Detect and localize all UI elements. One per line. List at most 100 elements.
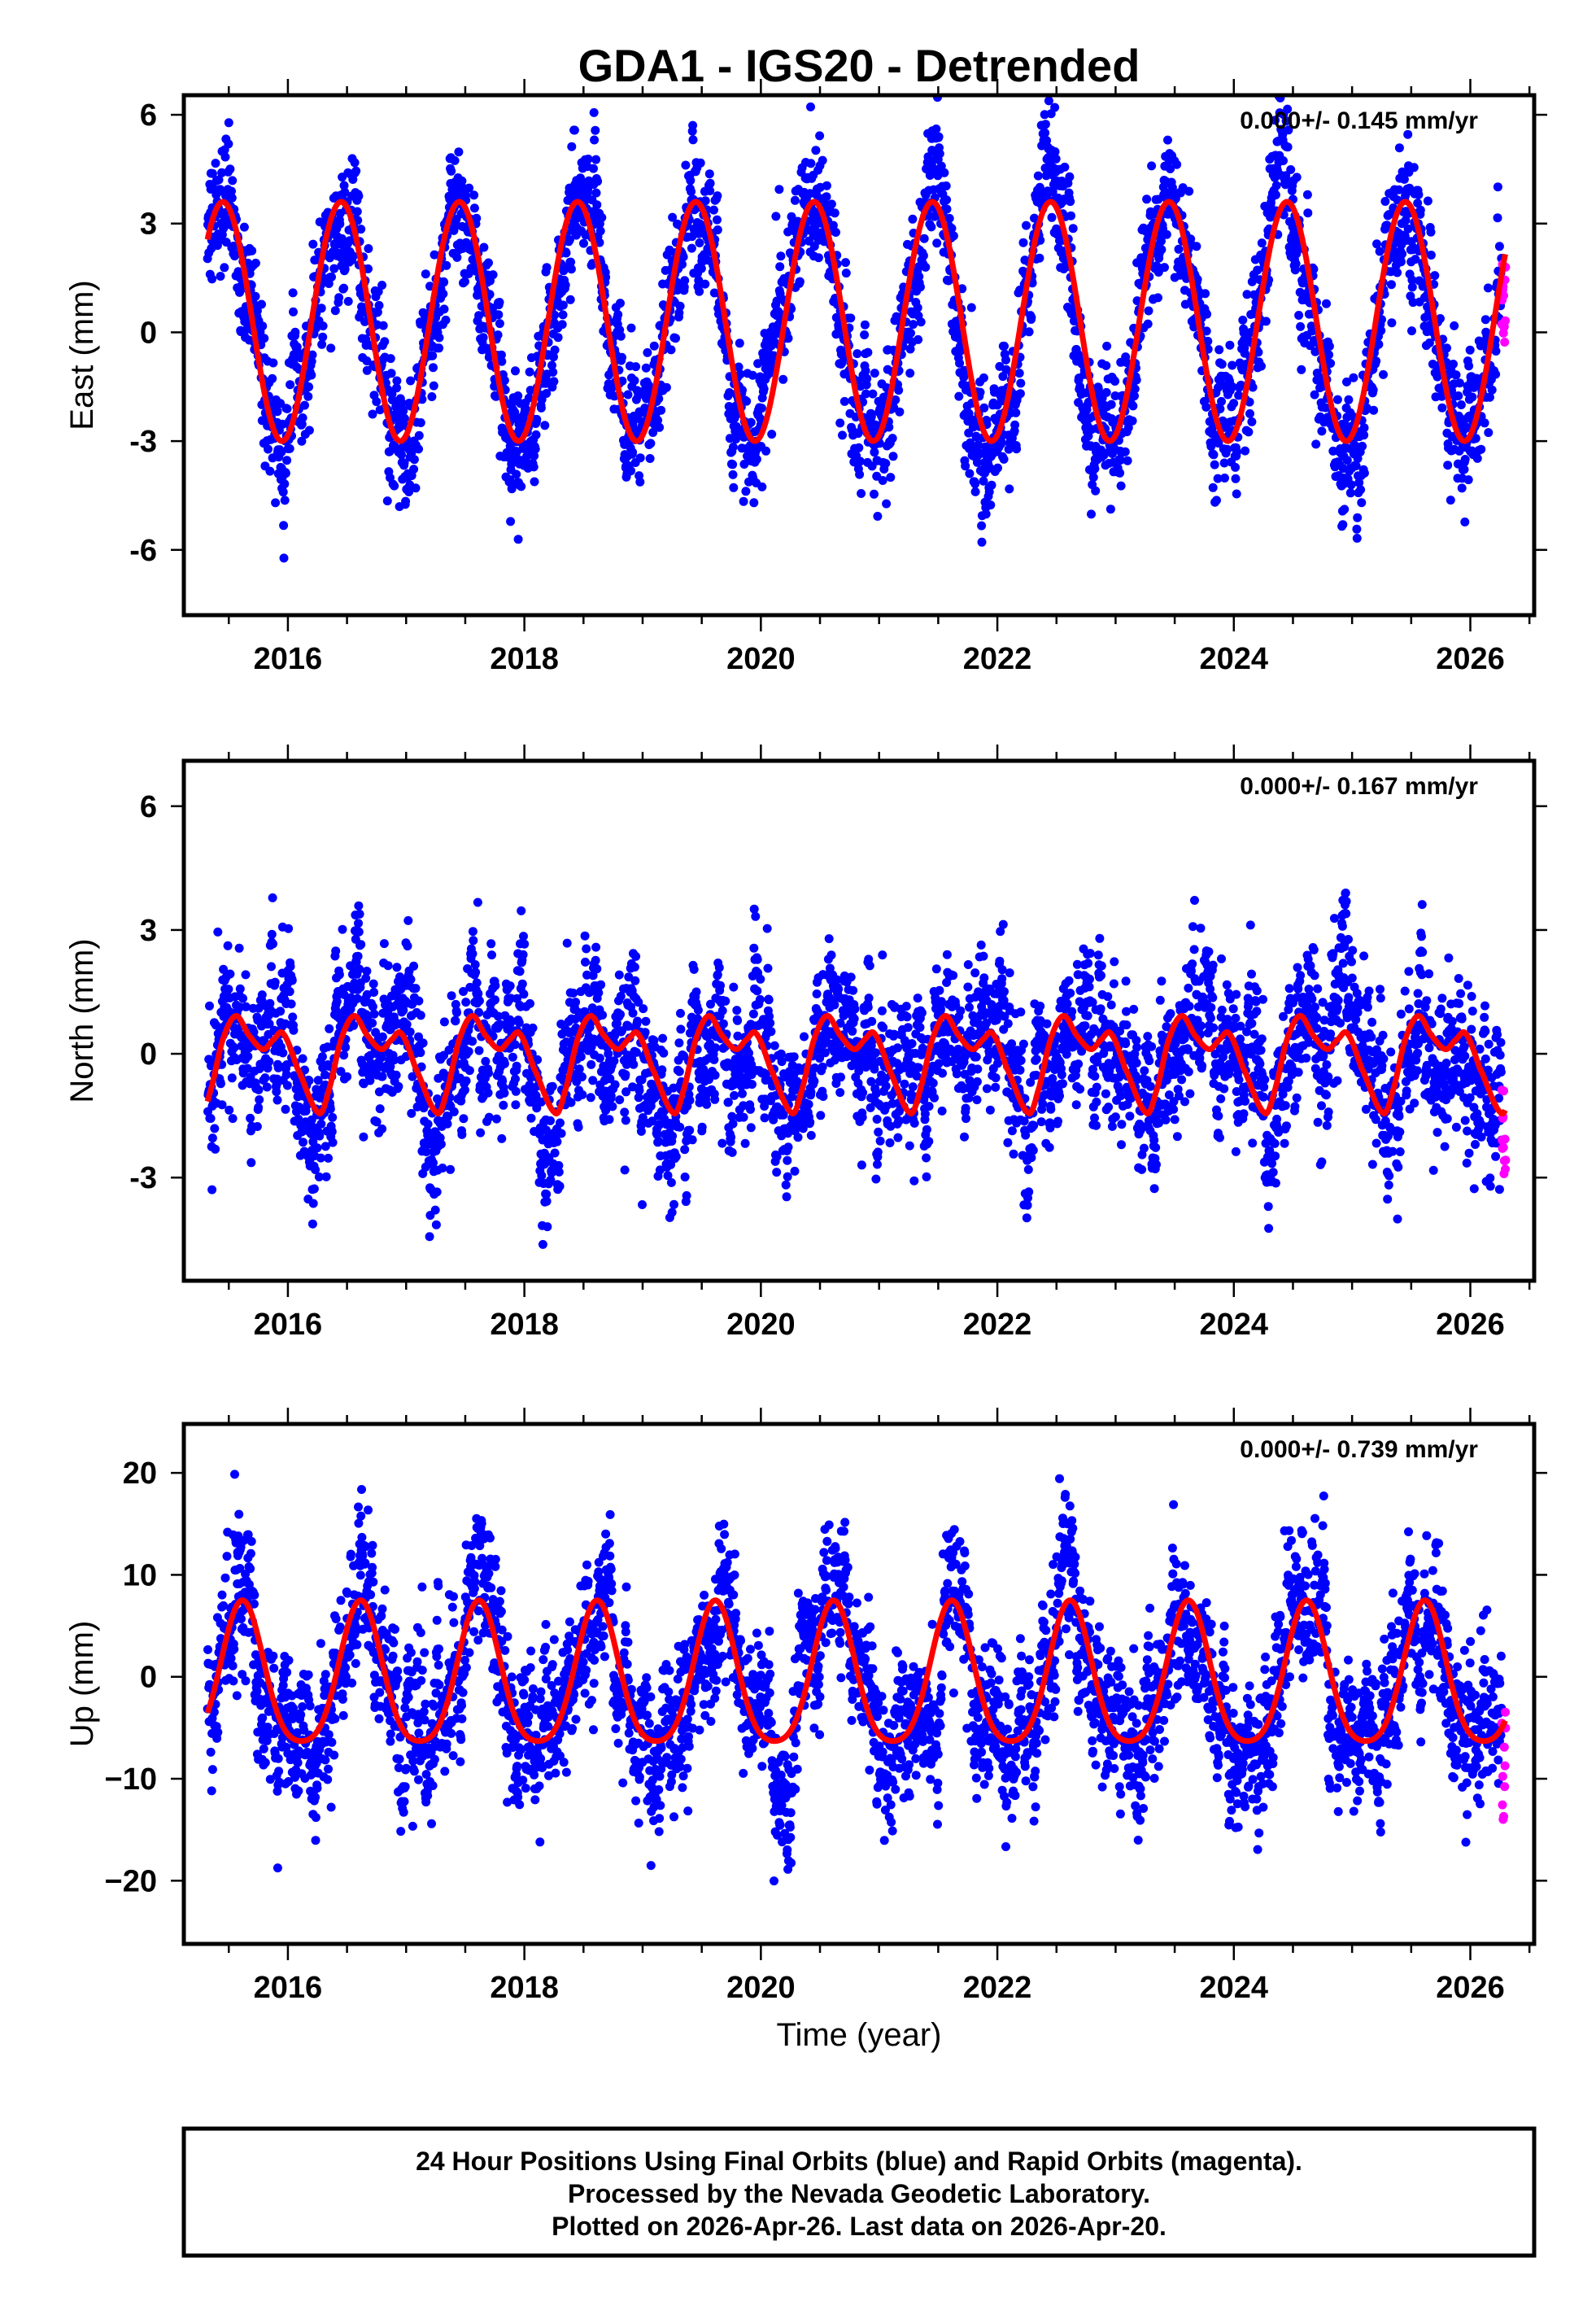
final-orbit-point	[1115, 456, 1125, 465]
final-orbit-point	[228, 176, 238, 186]
final-orbit-point	[518, 950, 528, 959]
final-orbit-point	[971, 432, 981, 442]
final-orbit-point	[432, 1187, 442, 1197]
final-orbit-point	[942, 195, 952, 205]
final-orbit-point	[386, 354, 395, 364]
final-orbit-point	[1443, 461, 1453, 470]
final-orbit-point	[562, 938, 572, 948]
final-orbit-point	[348, 251, 358, 261]
final-orbit-point	[216, 185, 225, 194]
final-orbit-point	[620, 1165, 630, 1175]
final-orbit-point	[329, 264, 339, 273]
final-orbit-point	[268, 373, 277, 383]
final-orbit-point	[1472, 453, 1482, 463]
final-orbit-point	[538, 1239, 547, 1249]
final-orbit-point	[552, 1137, 562, 1146]
final-orbit-point	[390, 481, 399, 491]
final-orbit-point	[841, 258, 850, 268]
final-orbit-point	[1105, 504, 1115, 514]
final-orbit-point	[251, 258, 260, 268]
final-orbit-point	[1110, 377, 1120, 386]
final-orbit-point	[1143, 319, 1153, 329]
final-orbit-point	[335, 219, 345, 229]
final-orbit-point	[1247, 417, 1257, 426]
final-orbit-point	[553, 333, 563, 343]
final-orbit-point	[835, 418, 845, 428]
final-orbit-point	[508, 1052, 517, 1062]
final-orbit-point	[271, 498, 281, 508]
final-orbit-point	[1242, 290, 1252, 299]
final-orbit-point	[1157, 245, 1166, 255]
final-orbit-point	[687, 187, 696, 196]
final-orbit-point	[307, 350, 317, 360]
final-orbit-point	[860, 330, 870, 339]
final-orbit-point	[956, 346, 966, 356]
final-orbit-point	[1463, 475, 1473, 485]
final-orbit-point	[252, 306, 262, 316]
final-orbit-point	[1010, 420, 1020, 430]
final-orbit-point	[1016, 378, 1026, 388]
final-orbit-point	[478, 333, 488, 343]
final-orbit-point	[571, 998, 581, 1007]
final-orbit-point	[298, 413, 307, 422]
final-orbit-point	[326, 343, 336, 353]
final-orbit-point	[954, 391, 964, 401]
final-orbit-point	[1091, 486, 1101, 496]
final-orbit-point	[590, 135, 600, 145]
final-orbit-point	[678, 260, 687, 269]
final-orbit-point	[220, 152, 230, 162]
final-orbit-point	[536, 403, 546, 413]
final-orbit-point	[560, 280, 570, 290]
final-orbit-point	[556, 1129, 566, 1138]
final-orbit-point	[1228, 360, 1237, 370]
final-orbit-point	[235, 984, 245, 994]
final-orbit-point	[1354, 478, 1364, 487]
final-orbit-point	[211, 1144, 220, 1154]
final-orbit-point	[561, 248, 571, 258]
final-orbit-point	[327, 1127, 337, 1137]
final-orbit-point	[964, 408, 974, 418]
final-orbit-point	[298, 1054, 307, 1063]
final-orbit-point	[497, 356, 507, 366]
final-orbit-point	[822, 192, 831, 202]
final-orbit-point	[860, 320, 870, 330]
final-orbit-point	[289, 1025, 299, 1035]
final-orbit-point	[813, 253, 823, 263]
final-orbit-point	[713, 191, 722, 201]
final-orbit-point	[234, 943, 244, 953]
final-orbit-point	[591, 188, 601, 198]
final-orbit-point	[1359, 468, 1369, 478]
final-orbit-point	[981, 509, 991, 519]
final-orbit-point	[566, 257, 576, 267]
final-orbit-point	[264, 444, 273, 454]
final-orbit-point	[468, 1037, 477, 1046]
final-orbit-point	[826, 199, 836, 209]
final-orbit-point	[970, 479, 980, 489]
final-orbit-point	[286, 380, 295, 390]
rapid-orbit-point	[1499, 290, 1508, 300]
final-orbit-point	[966, 303, 976, 312]
final-orbit-point	[464, 183, 474, 193]
final-orbit-point	[418, 1038, 428, 1048]
final-orbit-point	[1338, 520, 1348, 530]
final-orbit-point	[214, 175, 224, 185]
final-orbit-point	[332, 997, 342, 1007]
final-orbit-point	[438, 1164, 447, 1173]
final-orbit-point	[243, 1051, 253, 1061]
final-orbit-point	[1340, 504, 1350, 514]
final-orbit-point	[421, 269, 430, 279]
final-orbit-point	[1229, 399, 1239, 408]
final-orbit-point	[1485, 392, 1494, 402]
final-orbit-point	[268, 358, 278, 368]
final-orbit-point	[806, 102, 815, 111]
final-orbit-point	[595, 1053, 604, 1063]
final-orbit-point	[343, 296, 353, 306]
final-orbit-point	[870, 489, 879, 499]
final-orbit-point	[436, 1139, 446, 1149]
final-orbit-point	[881, 459, 891, 468]
final-orbit-point	[450, 155, 460, 165]
final-orbit-point	[429, 363, 438, 373]
final-orbit-point	[517, 482, 526, 491]
final-orbit-point	[948, 231, 958, 241]
final-orbit-point	[460, 1085, 469, 1095]
